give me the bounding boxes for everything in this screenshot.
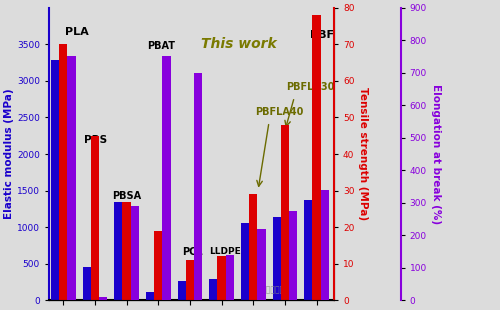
Text: PLA: PLA xyxy=(65,28,88,38)
Bar xyxy=(320,190,329,300)
Bar xyxy=(281,125,289,300)
Bar xyxy=(154,231,162,300)
Y-axis label: Elongation at break (%): Elongation at break (%) xyxy=(431,84,441,224)
Bar xyxy=(99,297,107,300)
Text: PBAT: PBAT xyxy=(147,41,175,51)
Bar xyxy=(258,229,266,300)
Text: LLDPE: LLDPE xyxy=(209,246,240,255)
Y-axis label: Tensile strength (MPa): Tensile strength (MPa) xyxy=(358,87,368,220)
Bar xyxy=(272,217,281,300)
Text: PCL: PCL xyxy=(182,247,203,257)
Bar xyxy=(51,60,59,300)
Bar xyxy=(82,268,91,300)
Bar xyxy=(249,194,258,300)
Bar xyxy=(194,73,202,300)
Bar xyxy=(186,260,194,300)
Text: PBSA: PBSA xyxy=(112,191,142,202)
Bar xyxy=(59,44,68,300)
Bar xyxy=(218,256,226,300)
Bar xyxy=(114,202,122,300)
Bar xyxy=(289,211,298,300)
Text: ※ 中国高科技: ※ 中国高科技 xyxy=(257,285,289,294)
Bar xyxy=(146,292,154,300)
Bar xyxy=(91,136,99,300)
Bar xyxy=(122,202,130,300)
Bar xyxy=(68,56,76,300)
Bar xyxy=(209,279,218,300)
Bar xyxy=(241,223,249,300)
Text: PBFLA30: PBFLA30 xyxy=(286,82,335,92)
Text: PBFLA40: PBFLA40 xyxy=(255,107,303,117)
Bar xyxy=(130,206,139,300)
Bar xyxy=(226,255,234,300)
Bar xyxy=(304,200,312,300)
Text: PBF: PBF xyxy=(310,30,334,40)
Text: This work: This work xyxy=(201,37,276,51)
Y-axis label: Elastic modulus (MPa): Elastic modulus (MPa) xyxy=(4,89,14,219)
Text: PBS: PBS xyxy=(84,135,107,145)
Bar xyxy=(162,56,170,300)
Bar xyxy=(312,15,320,300)
Bar xyxy=(178,281,186,300)
